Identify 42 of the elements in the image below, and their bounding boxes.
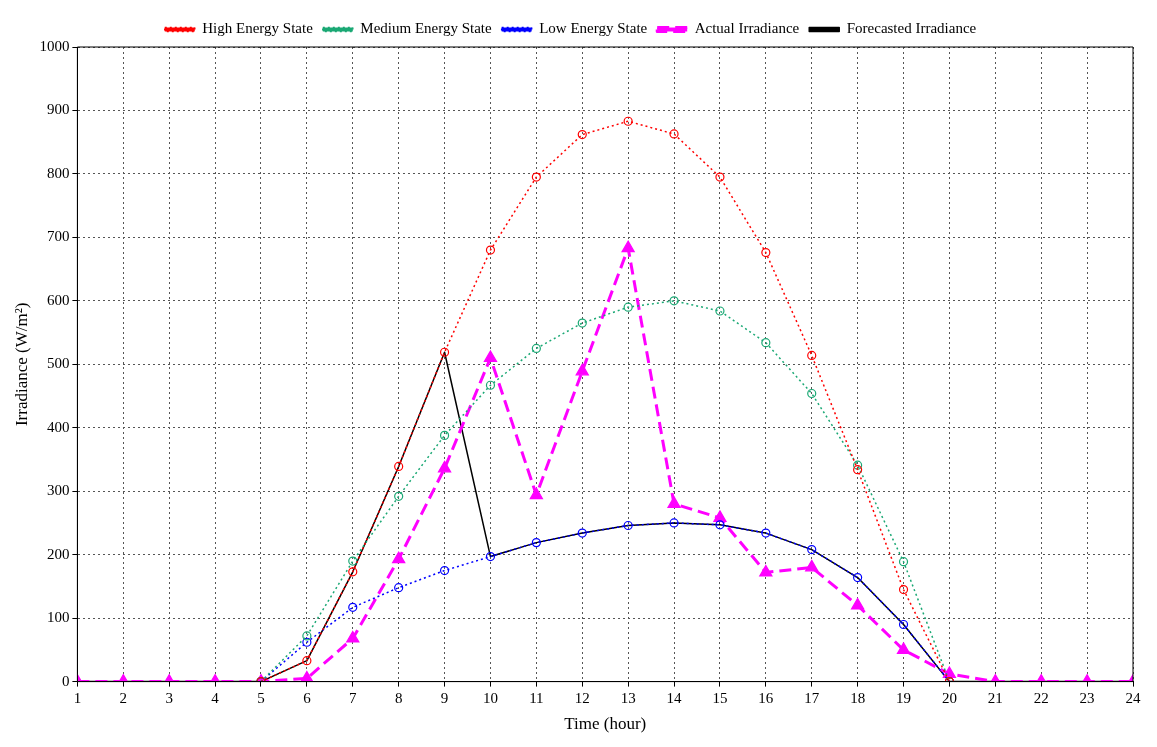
x-tick-label: 17: [804, 689, 820, 706]
x-tick-label: 1: [73, 689, 82, 706]
x-tick-label: 8: [394, 689, 403, 706]
x-tick-label: 9: [440, 689, 449, 706]
x-axis-title: Time (hour): [564, 714, 647, 734]
x-tick-label: 18: [850, 689, 866, 706]
legend-label: Forecasted Irradiance: [846, 20, 977, 37]
x-tick-label: 7: [349, 689, 358, 706]
y-tick-label: 900: [46, 101, 70, 118]
x-tick-label: 20: [941, 689, 957, 706]
x-tick-label: 3: [165, 689, 173, 706]
x-tick-label: 16: [758, 689, 774, 706]
legend-label: Low Energy State: [539, 20, 648, 37]
x-tick-label: 12: [574, 689, 590, 706]
x-tick-label: 14: [666, 689, 683, 706]
x-tick-label: 19: [896, 689, 912, 706]
y-tick-label: 700: [46, 228, 70, 245]
x-tick-label: 6: [303, 689, 312, 706]
x-tick-label: 2: [119, 689, 128, 706]
x-tick-label: 10: [482, 689, 498, 706]
legend-label: Medium Energy State: [360, 20, 493, 37]
x-tick-label: 4: [211, 689, 220, 706]
x-tick-label: 22: [1033, 689, 1049, 706]
x-tick-label: 21: [987, 689, 1003, 706]
y-tick-label: 0: [61, 672, 70, 689]
x-tick-label: 24: [1125, 689, 1141, 706]
x-tick-label: 5: [257, 689, 265, 706]
x-tick-label: 11: [529, 689, 544, 706]
legend-label: High Energy State: [202, 20, 314, 37]
x-tick-label: 13: [620, 689, 636, 706]
y-tick-label: 600: [46, 291, 70, 308]
y-axis-title: Irradiance (W/m²): [11, 302, 31, 427]
y-tick-label: 1000: [39, 37, 70, 54]
x-tick-label: 23: [1079, 689, 1095, 706]
y-tick-label: 300: [46, 482, 70, 499]
x-tick-label: 15: [712, 689, 728, 706]
y-tick-label: 200: [46, 545, 70, 562]
y-tick-label: 500: [46, 355, 70, 372]
y-tick-label: 400: [46, 418, 70, 435]
legend-label: Actual Irradiance: [694, 20, 800, 37]
y-tick-label: 100: [46, 609, 70, 626]
y-tick-label: 800: [46, 164, 70, 181]
